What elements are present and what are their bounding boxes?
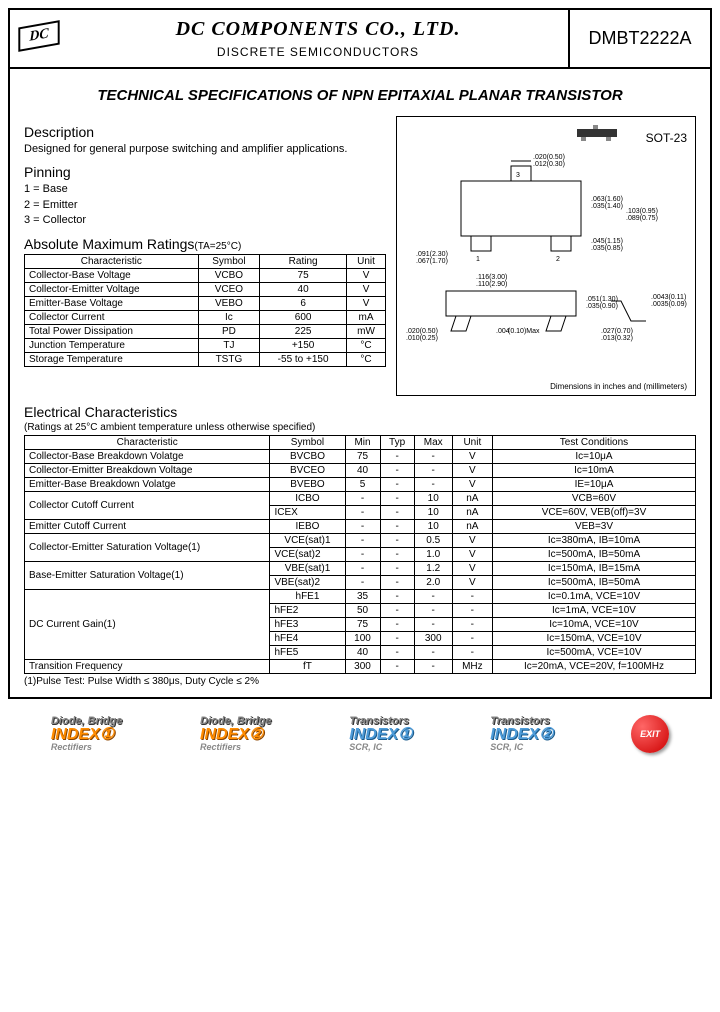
index-link[interactable]: TransistorsINDEX①SCR, IC xyxy=(349,716,412,752)
company-cell: DC DC COMPONENTS CO., LTD. DISCRETE SEMI… xyxy=(10,10,570,67)
abs-max-cond: (TA=25°C) xyxy=(194,241,241,252)
table-row: Collector CurrentIc600mA xyxy=(25,311,386,325)
svg-text:.045(1.15): .045(1.15) xyxy=(591,238,623,245)
svg-text:.051(1.30): .051(1.30) xyxy=(586,296,618,303)
svg-text:.012(0.30): .012(0.30) xyxy=(533,161,565,168)
pinning-heading: Pinning xyxy=(24,164,386,180)
table-header: Characteristic xyxy=(25,255,199,269)
table-row: Collector-Emitter Saturation Voltage(1)V… xyxy=(25,534,696,548)
svg-text:.116(3.00): .116(3.00) xyxy=(476,274,507,281)
svg-text:.103(0.95): .103(0.95) xyxy=(626,208,658,215)
svg-text:.089(0.75): .089(0.75) xyxy=(626,215,658,222)
table-header: Max xyxy=(414,436,452,450)
datasheet-page: DC DC COMPONENTS CO., LTD. DISCRETE SEMI… xyxy=(8,8,712,699)
table-header: Unit xyxy=(347,255,386,269)
description-heading: Description xyxy=(24,124,386,140)
elec-table: CharacteristicSymbolMinTypMaxUnitTest Co… xyxy=(24,435,696,674)
table-row: Junction TemperatureTJ+150°C xyxy=(25,339,386,353)
header: DC DC COMPONENTS CO., LTD. DISCRETE SEMI… xyxy=(10,10,710,69)
svg-text:1: 1 xyxy=(476,256,480,263)
dimension-note: Dimensions in inches and (millimeters) xyxy=(550,382,687,391)
part-number: DMBT2222A xyxy=(570,10,710,67)
svg-text:.027(0.70): .027(0.70) xyxy=(601,328,633,335)
svg-text:.035(1.40): .035(1.40) xyxy=(591,203,623,210)
elec-condition: (Ratings at 25°C ambient temperature unl… xyxy=(24,422,696,433)
table-row: Emitter-Base Breakdown VolatgeBVEBO5--VI… xyxy=(25,478,696,492)
upper-layout: Description Designed for general purpose… xyxy=(24,116,696,396)
elec-footnote: (1)Pulse Test: Pulse Width ≤ 380μs, Duty… xyxy=(24,676,696,687)
svg-text:.0043(0.11): .0043(0.11) xyxy=(651,294,686,301)
table-row: Total Power DissipationPD225mW xyxy=(25,325,386,339)
svg-text:.020(0.50): .020(0.50) xyxy=(533,154,565,161)
exit-button[interactable]: EXIT xyxy=(631,715,669,753)
abs-max-heading: Absolute Maximum Ratings(TA=25°C) xyxy=(24,236,386,252)
svg-text:2: 2 xyxy=(556,256,560,263)
table-header: Rating xyxy=(260,255,347,269)
page-title: TECHNICAL SPECIFICATIONS OF NPN EPITAXIA… xyxy=(24,87,696,104)
pin-list: 1 = Base 2 = Emitter 3 = Collector xyxy=(24,182,386,228)
svg-text:(0.10)Max: (0.10)Max xyxy=(508,328,540,335)
table-header: Unit xyxy=(452,436,492,450)
table-row: Collector-Emitter Breakdown VoltageBVCEO… xyxy=(25,464,696,478)
svg-text:.0035(0.09): .0035(0.09) xyxy=(651,301,687,308)
table-row: Base-Emitter Saturation Voltage(1)VBE(sa… xyxy=(25,562,696,576)
table-header: Min xyxy=(345,436,380,450)
table-row: Emitter Cutoff CurrentIEBO--10nAVEB=3V xyxy=(25,520,696,534)
index-link[interactable]: TransistorsINDEX②SCR, IC xyxy=(490,716,553,752)
table-header: Symbol xyxy=(270,436,345,450)
svg-text:.010(0.25): .010(0.25) xyxy=(406,335,438,342)
table-row: Collector-Base VoltageVCBO75V xyxy=(25,269,386,283)
table-row: Collector-Base Breakdown VolatgeBVCBO75-… xyxy=(25,450,696,464)
svg-text:.020(0.50): .020(0.50) xyxy=(406,328,438,335)
table-header: Typ xyxy=(380,436,414,450)
company-subtitle: DISCRETE SEMICONDUCTORS xyxy=(76,45,560,59)
table-header: Characteristic xyxy=(25,436,270,450)
package-label: SOT-23 xyxy=(646,131,687,145)
table-row: Emitter-Base VoltageVEBO6V xyxy=(25,297,386,311)
left-column: Description Designed for general purpose… xyxy=(24,116,386,396)
footer-nav: Diode, BridgeINDEX①Rectifiers Diode, Brid… xyxy=(8,711,712,757)
abs-max-title: Absolute Maximum Ratings xyxy=(24,236,194,252)
svg-text:.013(0.32): .013(0.32) xyxy=(601,335,633,342)
package-dimensions-svg: 3 1 2 .020(0.50) .012(0.30) .063(1.60) .… xyxy=(401,121,691,371)
index-link[interactable]: Diode, BridgeINDEX①Rectifiers xyxy=(51,716,123,752)
svg-text:.067(1.70): .067(1.70) xyxy=(416,258,448,265)
table-header: Test Conditions xyxy=(492,436,695,450)
svg-text:.091(2.30): .091(2.30) xyxy=(416,251,448,258)
elec-heading: Electrical Characteristics xyxy=(24,404,696,420)
content: TECHNICAL SPECIFICATIONS OF NPN EPITAXIA… xyxy=(10,69,710,697)
package-drawing: SOT-23 3 1 2 .020(0.50) .012(0. xyxy=(396,116,696,396)
pin-1: 1 = Base xyxy=(24,182,386,197)
description-text: Designed for general purpose switching a… xyxy=(24,142,386,156)
table-header: Symbol xyxy=(198,255,260,269)
svg-text:.110(2.90): .110(2.90) xyxy=(476,281,507,288)
table-row: Collector-Emitter VoltageVCEO40V xyxy=(25,283,386,297)
svg-text:.035(0.85): .035(0.85) xyxy=(591,245,623,252)
dc-logo: DC xyxy=(18,24,68,54)
table-row: Transition FrequencyfT300--MHzIc=20mA, V… xyxy=(25,660,696,674)
table-row: Storage TemperatureTSTG-55 to +150°C xyxy=(25,353,386,367)
logo-diamond: DC xyxy=(18,20,59,52)
company-name: DC COMPONENTS CO., LTD. xyxy=(76,18,560,41)
table-row: Collector Cutoff CurrentICBO--10nAVCB=60… xyxy=(25,492,696,506)
svg-text:.035(0.90): .035(0.90) xyxy=(586,303,618,310)
index-link[interactable]: Diode, BridgeINDEX②Rectifiers xyxy=(200,716,272,752)
pin-2: 2 = Emitter xyxy=(24,198,386,213)
sot23-icon xyxy=(575,123,625,143)
table-row: DC Current Gain(1)hFE135---Ic=0.1mA, VCE… xyxy=(25,590,696,604)
svg-text:.063(1.60): .063(1.60) xyxy=(591,196,623,203)
company-block: DC COMPONENTS CO., LTD. DISCRETE SEMICON… xyxy=(76,18,560,59)
svg-text:3: 3 xyxy=(516,172,520,179)
pin-3: 3 = Collector xyxy=(24,213,386,228)
abs-max-table: CharacteristicSymbolRatingUnit Collector… xyxy=(24,254,386,367)
